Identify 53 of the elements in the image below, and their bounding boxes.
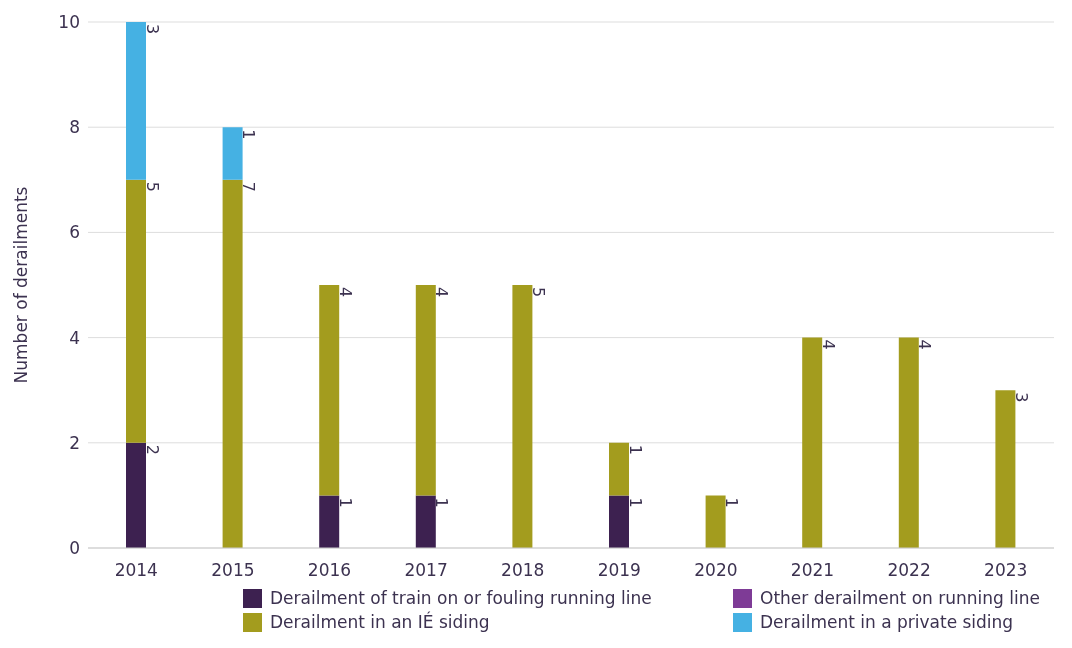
data-label: 3	[1011, 392, 1031, 403]
x-tick-label: 2015	[211, 560, 255, 581]
legend-label: Derailment in a private siding	[760, 612, 1014, 632]
bar	[126, 442, 146, 548]
data-label: 5	[528, 287, 548, 298]
data-label: 1	[432, 497, 452, 508]
x-tick-label: 2020	[694, 560, 738, 581]
x-tick-label: 2023	[984, 560, 1028, 581]
data-label: 1	[335, 497, 355, 508]
bar	[705, 495, 726, 548]
y-tick-label: 10	[58, 12, 80, 33]
x-tick-label: 2017	[404, 560, 448, 581]
bar	[415, 285, 436, 496]
bar	[609, 442, 629, 496]
bar	[995, 390, 1016, 548]
bar	[609, 495, 629, 548]
x-tick-label: 2018	[501, 560, 545, 581]
data-label: 7	[239, 181, 259, 192]
y-axis-title: Number of derailments	[11, 186, 32, 384]
y-tick-label: 8	[69, 117, 80, 138]
x-tick-label: 2016	[307, 560, 352, 581]
bar	[126, 22, 146, 180]
data-label: 4	[915, 339, 935, 350]
data-label: 1	[625, 497, 645, 508]
data-label: 3	[142, 24, 162, 35]
bar	[512, 285, 533, 548]
bar	[319, 495, 340, 548]
bar	[126, 179, 146, 443]
x-tick-label: 2014	[114, 560, 158, 581]
bar	[415, 495, 436, 548]
legend-label: Other derailment on running line	[760, 588, 1040, 608]
legend-label: Derailment in an IÉ siding	[270, 612, 490, 632]
data-label: 1	[239, 129, 259, 140]
y-tick-label: 4	[69, 327, 80, 348]
bar	[898, 337, 919, 548]
data-label: 4	[335, 287, 355, 298]
x-tick-label: 2021	[790, 560, 835, 581]
x-tick-label: 2019	[597, 560, 641, 581]
data-label: 1	[722, 497, 742, 508]
bar	[802, 337, 823, 548]
data-label: 1	[625, 444, 645, 455]
data-label: 2	[142, 444, 162, 455]
data-label: 5	[142, 181, 162, 192]
y-tick-label: 6	[69, 222, 80, 243]
x-tick-label: 2022	[887, 560, 931, 581]
legend-label: Derailment of train on or fouling running line	[270, 588, 652, 608]
bar	[222, 127, 243, 180]
bar	[222, 179, 243, 548]
bar	[319, 285, 340, 496]
y-tick-label: 0	[69, 538, 80, 559]
data-label: 4	[432, 287, 452, 298]
y-tick-label: 2	[69, 432, 80, 453]
data-label: 4	[818, 339, 838, 350]
